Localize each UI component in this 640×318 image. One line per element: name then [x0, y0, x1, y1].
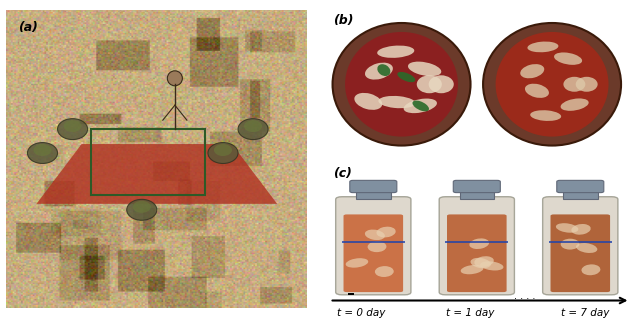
Ellipse shape	[412, 100, 429, 111]
Ellipse shape	[470, 258, 491, 268]
Ellipse shape	[527, 42, 558, 52]
Bar	[445, 241, 508, 243]
Ellipse shape	[376, 227, 396, 238]
Ellipse shape	[525, 84, 549, 98]
Text: (c): (c)	[333, 167, 351, 180]
Ellipse shape	[461, 265, 483, 274]
Ellipse shape	[480, 261, 504, 271]
Ellipse shape	[333, 23, 470, 146]
Bar	[460, 191, 494, 199]
Ellipse shape	[408, 62, 442, 76]
Ellipse shape	[238, 119, 268, 140]
Text: t = 0 day: t = 0 day	[337, 308, 386, 318]
FancyBboxPatch shape	[550, 214, 610, 292]
Ellipse shape	[378, 64, 390, 76]
Ellipse shape	[367, 241, 387, 252]
Ellipse shape	[208, 142, 238, 163]
Bar	[91, 129, 205, 195]
FancyBboxPatch shape	[453, 180, 500, 193]
Text: · · · ·: · · · ·	[514, 294, 536, 304]
FancyBboxPatch shape	[557, 180, 604, 193]
Ellipse shape	[132, 201, 151, 213]
Ellipse shape	[63, 120, 82, 132]
Ellipse shape	[556, 223, 579, 233]
Ellipse shape	[582, 264, 600, 275]
Ellipse shape	[345, 32, 458, 137]
Ellipse shape	[28, 142, 58, 163]
Ellipse shape	[365, 63, 393, 80]
Ellipse shape	[576, 243, 597, 253]
Ellipse shape	[365, 230, 385, 240]
Text: (a): (a)	[19, 22, 38, 34]
Ellipse shape	[561, 239, 579, 250]
Ellipse shape	[417, 75, 442, 93]
Polygon shape	[36, 144, 277, 204]
Text: t = 1 day: t = 1 day	[446, 308, 495, 318]
Ellipse shape	[530, 110, 561, 121]
Bar	[342, 241, 404, 243]
Ellipse shape	[33, 144, 51, 156]
FancyBboxPatch shape	[344, 214, 403, 292]
Ellipse shape	[377, 45, 414, 58]
Ellipse shape	[404, 99, 437, 113]
FancyBboxPatch shape	[350, 180, 397, 193]
Ellipse shape	[127, 199, 157, 220]
Ellipse shape	[375, 266, 394, 277]
Ellipse shape	[469, 238, 489, 249]
Ellipse shape	[214, 144, 232, 156]
Ellipse shape	[474, 256, 494, 267]
Text: t = 7 day: t = 7 day	[561, 308, 610, 318]
Ellipse shape	[483, 23, 621, 146]
Ellipse shape	[355, 93, 382, 110]
Ellipse shape	[58, 119, 88, 140]
Ellipse shape	[244, 120, 262, 132]
Bar	[356, 191, 390, 199]
Ellipse shape	[429, 75, 454, 93]
Circle shape	[167, 71, 182, 86]
Ellipse shape	[572, 224, 591, 235]
Bar	[348, 293, 354, 295]
Ellipse shape	[576, 77, 598, 92]
Ellipse shape	[397, 72, 415, 82]
Ellipse shape	[378, 96, 415, 108]
Text: (b): (b)	[333, 14, 353, 27]
Ellipse shape	[561, 99, 589, 111]
FancyBboxPatch shape	[336, 197, 411, 295]
Ellipse shape	[520, 64, 544, 78]
Bar	[563, 191, 598, 199]
Bar	[549, 241, 612, 243]
FancyBboxPatch shape	[447, 214, 507, 292]
Ellipse shape	[563, 77, 586, 92]
Ellipse shape	[346, 258, 368, 268]
Ellipse shape	[554, 52, 582, 65]
FancyBboxPatch shape	[439, 197, 515, 295]
FancyBboxPatch shape	[543, 197, 618, 295]
Ellipse shape	[495, 32, 609, 137]
